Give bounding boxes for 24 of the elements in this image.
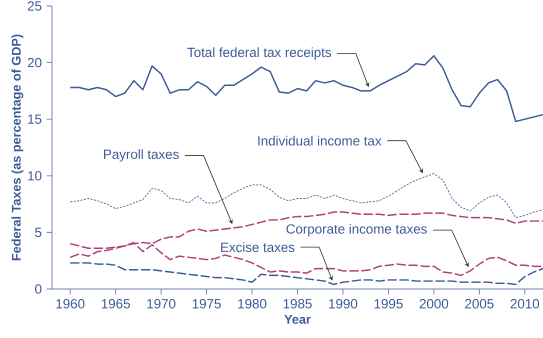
- x-tick-label: 1975: [192, 299, 221, 308]
- text: Payroll taxes: [104, 149, 179, 162]
- y-tick-label: 15: [28, 114, 42, 124]
- y-tick-label: 5: [35, 228, 42, 238]
- x-tick-label: 1965: [102, 299, 130, 308]
- y-tick-label: 20: [28, 58, 42, 68]
- y-tick-label: 10: [28, 171, 42, 181]
- x-tick-label: 2010: [510, 299, 540, 308]
- x-tick-label: 2005: [465, 299, 494, 308]
- x-tick-label: 2000: [420, 299, 448, 308]
- text: Corporate income taxes: [286, 224, 427, 236]
- x-tick-label: 1990: [329, 299, 358, 308]
- y-axis-title: Federal Taxes (as percentage of GDP): [11, 34, 24, 260]
- y-tick-label: 25: [28, 1, 42, 11]
- x-tick-label: 1980: [238, 299, 266, 308]
- x-axis-title: Year: [284, 314, 311, 324]
- y-tick-label: 0: [35, 284, 42, 294]
- series-label: Total federal tax receipts: [187, 47, 332, 60]
- series-label: Excise taxes: [221, 242, 294, 252]
- x-tick-label: 1970: [147, 299, 176, 308]
- x-tick-label: 1960: [56, 299, 84, 308]
- x-tick-label: 1985: [284, 299, 312, 308]
- text: Individual income tax: [258, 136, 382, 146]
- x-tick-label: 1995: [374, 299, 403, 308]
